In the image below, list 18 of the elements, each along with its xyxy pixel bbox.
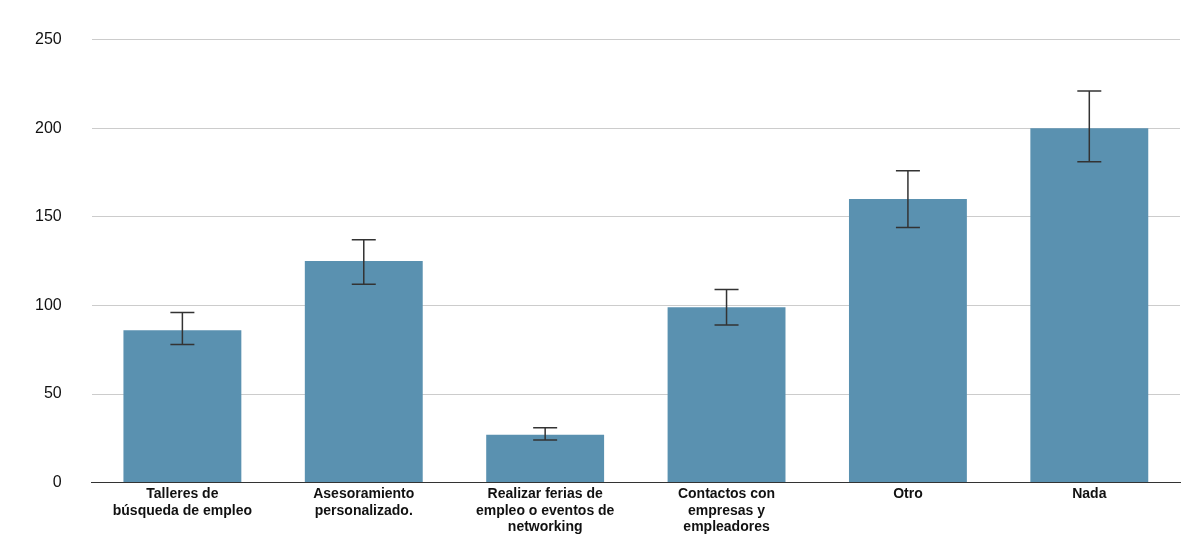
bar xyxy=(123,330,242,483)
y-tick-label: 100 xyxy=(34,295,62,313)
x-tick-label: Talleres de búsqueda de empleo xyxy=(112,484,253,518)
bar xyxy=(848,199,967,483)
y-tick-label: 250 xyxy=(34,30,62,48)
x-tick-label: Nada xyxy=(1072,484,1107,501)
y-tick-label: 150 xyxy=(34,207,62,225)
bar xyxy=(1030,128,1149,483)
bar xyxy=(667,307,786,483)
x-tick-label: Contactos con empresas y empleadores xyxy=(677,484,776,535)
y-tick-label: 0 xyxy=(52,473,62,491)
y-tick-label: 200 xyxy=(34,118,62,136)
x-tick-label: Realizar ferias de empleo o eventos de networking xyxy=(475,484,615,535)
x-tick-label: Asesoramiento personalizado. xyxy=(313,484,415,518)
y-tick-label: 50 xyxy=(43,384,62,402)
x-tick-label: Otro xyxy=(893,484,923,501)
bar xyxy=(304,261,423,483)
bar xyxy=(486,434,605,483)
